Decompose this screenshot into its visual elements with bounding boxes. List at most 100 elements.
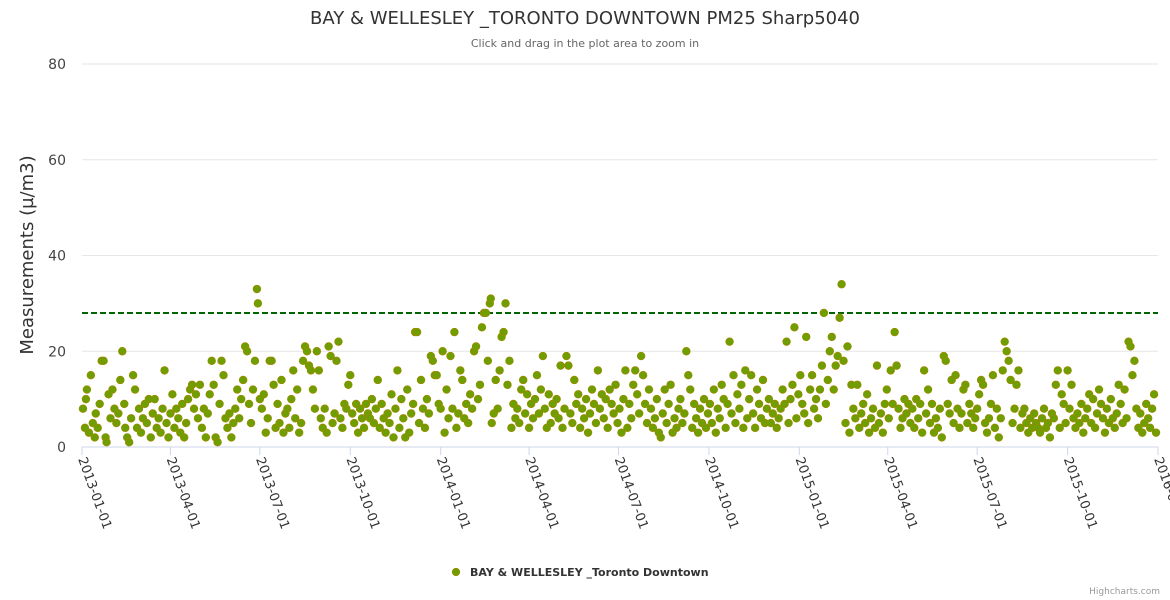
data-point[interactable] (631, 366, 640, 375)
data-point[interactable] (90, 433, 99, 442)
data-point[interactable] (878, 428, 888, 437)
data-point[interactable] (855, 423, 864, 433)
data-point[interactable] (246, 418, 256, 428)
data-point[interactable] (1090, 423, 1100, 433)
data-point[interactable] (627, 414, 636, 423)
data-point[interactable] (1037, 414, 1047, 423)
credits-link[interactable]: Highcharts.com (1089, 587, 1160, 597)
data-point[interactable] (355, 404, 365, 413)
data-point[interactable] (1051, 380, 1061, 389)
data-point[interactable] (890, 327, 899, 337)
data-point[interactable] (257, 404, 267, 413)
data-point[interactable] (619, 394, 628, 404)
data-point[interactable] (408, 399, 418, 409)
data-point[interactable] (481, 308, 491, 318)
data-point[interactable] (1106, 394, 1116, 404)
data-point[interactable] (312, 347, 322, 356)
data-point[interactable] (86, 370, 96, 380)
data-point[interactable] (621, 366, 630, 375)
data-point[interactable] (802, 332, 811, 342)
data-point[interactable] (817, 361, 827, 370)
data-point[interactable] (116, 375, 125, 385)
data-point[interactable] (393, 366, 402, 375)
data-point[interactable] (711, 428, 721, 437)
data-point[interactable] (102, 438, 111, 447)
data-point[interactable] (387, 390, 396, 399)
data-point[interactable] (501, 299, 510, 308)
data-point[interactable] (579, 414, 589, 423)
data-point[interactable] (884, 414, 893, 423)
data-point[interactable] (513, 404, 522, 413)
data-point[interactable] (638, 370, 648, 380)
data-point[interactable] (328, 418, 337, 428)
data-point[interactable] (825, 347, 834, 356)
data-point[interactable] (699, 394, 709, 404)
data-point[interactable] (829, 385, 838, 394)
data-point[interactable] (1012, 380, 1021, 389)
data-point[interactable] (532, 370, 542, 380)
data-point[interactable] (78, 404, 88, 413)
data-point[interactable] (735, 404, 744, 413)
data-point[interactable] (1151, 428, 1161, 437)
legend-marker[interactable] (451, 567, 461, 577)
data-point[interactable] (1110, 423, 1119, 433)
data-point[interactable] (992, 404, 1002, 413)
data-point[interactable] (1010, 404, 1019, 413)
data-point[interactable] (1122, 414, 1131, 423)
data-point[interactable] (990, 423, 1000, 433)
data-point[interactable] (758, 375, 768, 385)
data-point[interactable] (815, 385, 825, 394)
data-point[interactable] (595, 404, 605, 413)
data-point[interactable] (483, 356, 493, 366)
data-point[interactable] (235, 414, 244, 423)
data-point[interactable] (676, 394, 685, 404)
data-point[interactable] (908, 404, 917, 413)
data-point[interactable] (1053, 366, 1062, 375)
data-point[interactable] (406, 409, 416, 418)
data-point[interactable] (197, 423, 207, 433)
data-point[interactable] (794, 390, 803, 399)
data-point[interactable] (859, 399, 868, 409)
data-point[interactable] (422, 394, 432, 404)
data-point[interactable] (367, 394, 377, 404)
data-point[interactable] (136, 428, 146, 437)
data-point[interactable] (250, 356, 260, 366)
data-point[interactable] (1120, 385, 1129, 394)
data-point[interactable] (591, 418, 601, 428)
data-point[interactable] (505, 356, 514, 366)
data-point[interactable] (385, 418, 394, 428)
data-point[interactable] (242, 347, 252, 356)
data-point[interactable] (796, 370, 805, 380)
data-point[interactable] (1083, 404, 1092, 413)
data-point[interactable] (330, 409, 339, 418)
data-point[interactable] (1079, 428, 1088, 437)
data-point[interactable] (782, 337, 791, 346)
data-point[interactable] (166, 409, 175, 418)
data-point[interactable] (91, 409, 100, 418)
data-point[interactable] (134, 404, 144, 413)
data-point[interactable] (108, 385, 117, 394)
data-point[interactable] (558, 423, 567, 433)
data-point[interactable] (397, 394, 406, 404)
data-point[interactable] (1035, 428, 1045, 437)
data-point[interactable] (189, 404, 199, 413)
data-point[interactable] (721, 423, 730, 433)
data-point[interactable] (503, 380, 512, 389)
data-point[interactable] (723, 399, 732, 409)
data-point[interactable] (1126, 342, 1135, 351)
data-point[interactable] (332, 356, 341, 366)
data-point[interactable] (227, 433, 236, 442)
data-point[interactable] (849, 404, 858, 413)
data-point[interactable] (695, 404, 705, 413)
data-point[interactable] (705, 399, 715, 409)
data-point[interactable] (267, 356, 276, 366)
data-point[interactable] (193, 414, 203, 423)
data-point[interactable] (444, 414, 453, 423)
data-point[interactable] (609, 409, 618, 418)
data-point[interactable] (754, 399, 764, 409)
data-point[interactable] (750, 423, 760, 433)
data-point[interactable] (1067, 380, 1076, 389)
data-point[interactable] (572, 399, 581, 409)
data-point[interactable] (648, 423, 658, 433)
data-point[interactable] (424, 409, 434, 418)
